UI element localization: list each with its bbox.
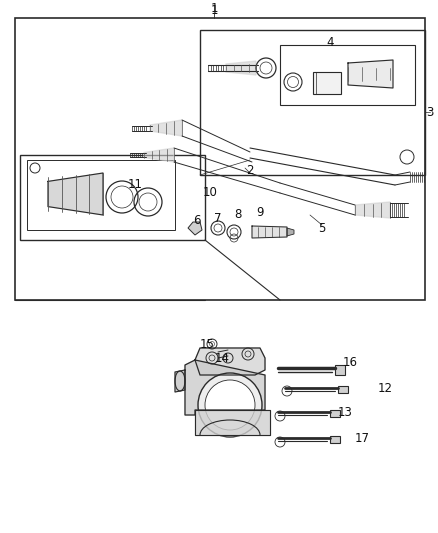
Text: 9: 9	[256, 206, 264, 219]
Text: 11: 11	[127, 179, 142, 191]
Text: 2: 2	[246, 164, 254, 176]
Polygon shape	[188, 222, 202, 235]
Text: 14: 14	[215, 351, 230, 365]
Text: 10: 10	[202, 187, 217, 199]
Polygon shape	[144, 148, 174, 162]
Circle shape	[205, 380, 255, 430]
Text: 13: 13	[338, 406, 353, 418]
Text: 4: 4	[326, 36, 334, 49]
Bar	[15, 18, 425, 300]
Text: 6: 6	[193, 214, 201, 227]
Text: 1: 1	[210, 3, 218, 15]
Polygon shape	[175, 370, 185, 392]
Bar	[330, 410, 340, 417]
Bar	[330, 436, 340, 443]
Polygon shape	[287, 228, 294, 236]
Polygon shape	[185, 360, 265, 415]
Polygon shape	[252, 226, 287, 238]
Text: 5: 5	[318, 222, 326, 235]
Bar	[280, 45, 415, 105]
Text: 3: 3	[426, 106, 434, 118]
Bar	[335, 365, 345, 375]
Text: 1: 1	[210, 4, 218, 17]
Bar	[313, 72, 341, 94]
Circle shape	[242, 348, 254, 360]
Text: 7: 7	[214, 212, 222, 224]
Bar	[200, 30, 425, 175]
Polygon shape	[195, 410, 270, 435]
Circle shape	[206, 352, 218, 364]
Text: 17: 17	[354, 432, 370, 445]
Polygon shape	[150, 120, 182, 136]
Text: 12: 12	[378, 382, 392, 394]
Bar	[27, 160, 175, 230]
Bar	[20, 155, 205, 240]
Polygon shape	[48, 173, 103, 215]
Circle shape	[198, 373, 262, 437]
Polygon shape	[313, 72, 341, 94]
Bar	[338, 386, 348, 393]
Polygon shape	[195, 348, 265, 375]
Polygon shape	[226, 61, 256, 75]
Text: 16: 16	[343, 356, 357, 368]
Text: 8: 8	[234, 208, 242, 222]
Text: 15: 15	[200, 338, 215, 351]
Polygon shape	[348, 60, 393, 88]
Polygon shape	[355, 202, 390, 218]
